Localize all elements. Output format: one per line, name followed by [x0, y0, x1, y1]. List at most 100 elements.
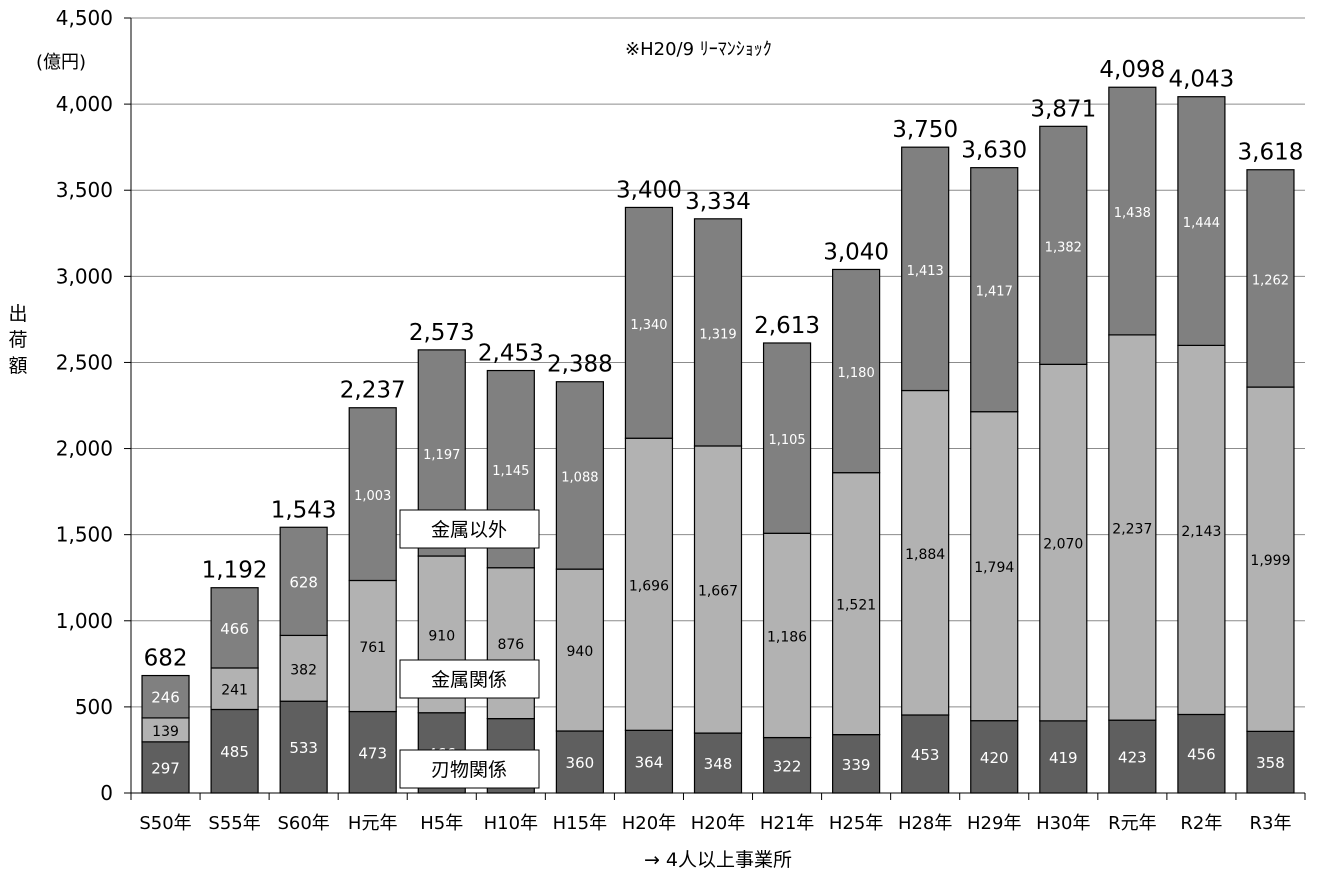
y-tick-label: 2,500	[56, 350, 113, 374]
segment-label: 533	[289, 739, 318, 757]
segment-label: 456	[1187, 746, 1216, 764]
bar-segment	[555, 568, 604, 732]
segment-label: 382	[290, 662, 317, 678]
x-tick-label: H20年	[691, 813, 745, 834]
bar-total-label: 1,192	[202, 558, 268, 584]
x-tick-label: H15年	[553, 813, 607, 834]
bar-segment	[901, 146, 950, 392]
segment-label: 1,413	[907, 264, 944, 279]
legend-box	[399, 509, 540, 549]
segment-label: 1,444	[1183, 216, 1220, 231]
bar-total-label: 682	[144, 646, 188, 672]
x-tick-label: S55年	[208, 813, 260, 834]
bar-segment	[279, 634, 328, 702]
annotation-note: ※H20/9 ﾘｰﾏﾝｼｮｯｸ	[625, 39, 772, 60]
bar-total-label: 3,750	[892, 117, 958, 143]
segment-label: 1,197	[423, 448, 460, 463]
segment-label: 473	[358, 744, 387, 762]
bar-segment	[1177, 96, 1226, 346]
segment-label: 423	[1118, 749, 1147, 767]
segment-label: 1,521	[836, 598, 876, 614]
segment-label: 761	[359, 640, 386, 656]
y-tick-label: 3,500	[56, 178, 113, 202]
bar-segment	[1177, 344, 1226, 716]
x-tick-label: H30年	[1036, 813, 1090, 834]
bar-segment	[693, 445, 743, 734]
bar-segment	[832, 472, 881, 736]
bar-total-label: 2,237	[340, 378, 406, 404]
bar-segment	[1246, 386, 1295, 732]
bar-segment	[693, 732, 743, 794]
unit-label: (億円)	[36, 52, 86, 73]
bar-segment	[1039, 125, 1088, 365]
bar-total-label: 2,573	[409, 320, 475, 346]
y-tick-label: 4,000	[56, 92, 113, 116]
bar-segment	[1108, 334, 1157, 721]
x-tick-label: R2年	[1180, 813, 1222, 834]
bar-total-label: 2,453	[478, 341, 544, 367]
bar-segment	[555, 381, 604, 570]
segment-label: 1,417	[976, 285, 1013, 300]
bar-segment	[970, 167, 1019, 413]
bar-segment	[1246, 730, 1295, 794]
x-tick-label: H29年	[967, 813, 1021, 834]
legend-box	[399, 659, 540, 699]
x-tick-label: H10年	[484, 813, 538, 834]
x-tick-label: H28年	[898, 813, 952, 834]
segment-label: 1,382	[1045, 240, 1082, 255]
segment-label: 360	[566, 754, 595, 772]
segment-label: 1,999	[1250, 553, 1290, 569]
bar-segment	[762, 532, 812, 739]
bar-total-label: 3,334	[685, 189, 751, 215]
segment-label: 322	[773, 757, 802, 775]
x-tick-label: H25年	[829, 813, 883, 834]
segment-label: 241	[221, 683, 248, 699]
bar-segment	[1108, 719, 1157, 794]
bar-segment	[1039, 363, 1088, 722]
bar-segment	[141, 674, 190, 719]
bar-total-label: 3,630	[961, 138, 1027, 164]
y-tick-label: 0	[100, 781, 113, 805]
segment-label: 139	[152, 724, 179, 740]
segment-label: 1,003	[354, 489, 391, 504]
segment-label: 453	[911, 746, 940, 764]
segment-label: 297	[151, 759, 180, 777]
segment-label: 876	[497, 637, 524, 653]
bar-segment	[1108, 86, 1157, 336]
segment-label: 1,186	[767, 629, 807, 645]
x-axis-label: → 4人以上事業所	[644, 849, 792, 871]
bar-segment	[348, 407, 397, 582]
segment-label: 1,794	[974, 560, 1014, 576]
segment-label: 364	[635, 754, 664, 772]
y-axis-label: 出荷額	[8, 303, 27, 377]
axes-layer: 0 500 1,000 1,500 2,000 2,500 3,000 3,500 4,000 4…	[56, 6, 1306, 834]
segment-label: 1,340	[630, 318, 667, 333]
segment-label: 2,143	[1181, 524, 1221, 540]
segment-labels-layer: 2971392464852414665333826284737611,00346…	[151, 206, 1290, 777]
bar-segment	[832, 268, 881, 474]
segment-label: 2,070	[1043, 537, 1083, 553]
bar-segment	[624, 437, 674, 731]
x-tick-label: S50年	[139, 813, 191, 834]
bar-total-label: 4,043	[1168, 67, 1234, 93]
bar-total-label: 3,618	[1238, 140, 1304, 166]
x-tick-label: H20年	[622, 813, 676, 834]
x-tick-label: R元年	[1108, 813, 1157, 834]
bar-segment	[1177, 713, 1226, 794]
segment-label: 419	[1049, 749, 1078, 767]
y-tick-label: 1,000	[56, 609, 113, 633]
segment-label: 1,667	[698, 584, 738, 600]
x-tick-label: H21年	[760, 813, 814, 834]
legend-box	[399, 749, 540, 789]
segment-label: 910	[428, 628, 455, 644]
bar-total-label: 2,388	[547, 352, 613, 378]
bar-segment	[762, 342, 812, 534]
segment-label: 1,105	[768, 433, 805, 448]
bar-segment	[762, 736, 812, 794]
segment-label: 940	[567, 644, 594, 660]
legend-label: 刃物関係	[431, 759, 507, 781]
bar-segment	[279, 526, 328, 637]
segment-label: 1,088	[561, 470, 598, 485]
bar-segment	[624, 206, 674, 439]
